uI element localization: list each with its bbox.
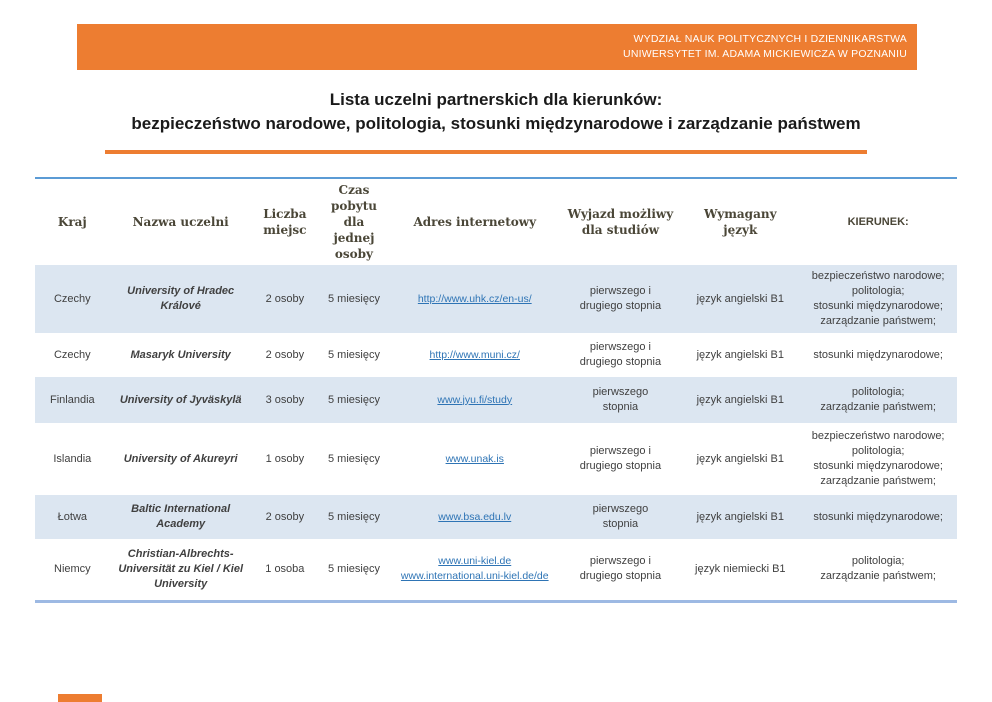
col-header-places: Liczba miejsc [263,207,307,237]
cell-language: język angielski B1 [696,452,784,465]
cell-country: Islandia [53,452,92,465]
cell-fields: bezpieczeństwo narodowe; politologia; st… [811,270,945,327]
cell-degree: pierwszego stopnia [592,503,649,530]
cell-website: www.bsa.edu.lv [390,495,560,539]
faculty-banner-line1: WYDZIAŁ NAUK POLITYCZNYCH I DZIENNIKARST… [633,33,907,45]
col-header-degree: Wyjazd możliwy dla studiów [567,207,674,237]
cell-places: 2 osoby [265,292,305,305]
cell-fields: bezpieczeństwo narodowe; politologia; st… [811,430,945,487]
cell-degree: pierwszego i drugiego stopnia [579,555,662,583]
col-header-duration: Czas pobytu dla jednej osoby [330,183,377,261]
university-website-link[interactable]: http://www.muni.cz/ [429,348,520,361]
cell-places: 1 osoba [265,562,305,575]
university-website-link[interactable]: www.bsa.edu.lv [438,510,512,523]
cell-website: http://www.muni.cz/ [390,333,560,377]
cell-language: język angielski B1 [696,393,784,406]
col-header-country: Kraj [57,215,87,229]
cell-duration: 5 miesięcy [328,348,380,361]
next-page-banner-fragment [58,694,102,702]
cell-university: Masaryk University [130,348,231,361]
cell-country: Czechy [53,348,91,361]
cell-degree: pierwszego i drugiego stopnia [579,341,662,368]
col-header-website: Adres internetowy [413,215,537,229]
cell-places: 2 osoby [265,510,305,523]
partners-table: Kraj Nazwa uczelni Liczba miejsc Czas po… [35,177,957,603]
cell-website: www.unak.is [390,423,560,495]
cell-duration: 5 miesięcy [328,292,380,305]
cell-country: Finlandia [50,393,95,406]
cell-fields: politologia; zarządzanie państwem; [820,386,936,413]
table-row: Niemcy Christian-Albrechts-Universität z… [35,539,957,601]
university-website-link[interactable]: www.unak.is [445,452,504,465]
cell-degree: pierwszego i drugiego stopnia [579,285,662,312]
table-row: Łotwa Baltic International Academy 2 oso… [35,495,957,539]
cell-language: język niemiecki B1 [695,562,786,575]
partners-table-container: Kraj Nazwa uczelni Liczba miejsc Czas po… [35,177,957,603]
table-header-row: Kraj Nazwa uczelni Liczba miejsc Czas po… [35,178,957,265]
col-header-language: Wymagany język [704,207,777,237]
cell-degree: pierwszego i drugiego stopnia [579,445,662,472]
cell-places: 1 osoby [265,452,305,465]
university-website-link[interactable]: www.uni-kiel.de [438,555,512,568]
cell-language: język angielski B1 [696,510,784,523]
table-row: Finlandia University of Jyväskylä 3 osob… [35,377,957,423]
cell-country: Łotwa [57,510,88,523]
cell-duration: 5 miesięcy [328,510,380,523]
cell-duration: 5 miesięcy [328,452,380,465]
cell-fields: politologia; zarządzanie państwem; [820,555,936,583]
page-title-line1: Lista uczelni partnerskich dla kierunków… [329,90,663,109]
cell-university: Baltic International Academy [131,503,231,530]
university-website-link[interactable]: http://www.uhk.cz/en-us/ [417,292,532,305]
title-divider [105,150,867,154]
university-website-link[interactable]: www.jyu.fi/study [437,393,513,406]
cell-fields: stosunki międzynarodowe; [813,348,943,361]
page-title-line2: bezpieczeństwo narodowe, politologia, st… [131,114,861,133]
faculty-banner-line2: UNIWERSYTET IM. ADAMA MICKIEWICZA W POZN… [623,48,907,60]
faculty-banner: WYDZIAŁ NAUK POLITYCZNYCH I DZIENNIKARST… [77,24,917,70]
cell-university: University of Jyväskylä [119,393,242,406]
cell-duration: 5 miesięcy [328,393,380,406]
col-header-fields: KIERUNEK: [847,216,909,228]
cell-language: język angielski B1 [696,292,784,305]
table-row: Czechy University of Hradec Králové 2 os… [35,265,957,333]
cell-language: język angielski B1 [696,348,784,361]
cell-website: www.jyu.fi/study [390,377,560,423]
cell-duration: 5 miesięcy [328,562,380,575]
cell-places: 3 osoby [265,393,305,406]
cell-university: University of Akureyri [123,452,238,465]
table-row: Czechy Masaryk University 2 osoby 5 mies… [35,333,957,377]
cell-places: 2 osoby [265,348,305,361]
university-website-link-secondary[interactable]: www.international.uni-kiel.de/de [400,570,549,583]
cell-fields: stosunki międzynarodowe; [813,510,943,523]
col-header-university: Nazwa uczelni [132,215,229,229]
cell-university: University of Hradec Králové [127,285,235,312]
cell-website: http://www.uhk.cz/en-us/ [390,265,560,333]
table-row: Islandia University of Akureyri 1 osoby … [35,423,957,495]
cell-country: Czechy [53,292,91,305]
page-title: Lista uczelni partnerskich dla kierunków… [0,88,992,136]
cell-website: www.uni-kiel.de www.international.uni-ki… [390,539,560,601]
cell-degree: pierwszego stopnia [592,386,649,413]
cell-university: Christian-Albrechts-Universität zu Kiel … [118,547,244,590]
cell-country: Niemcy [54,562,91,575]
